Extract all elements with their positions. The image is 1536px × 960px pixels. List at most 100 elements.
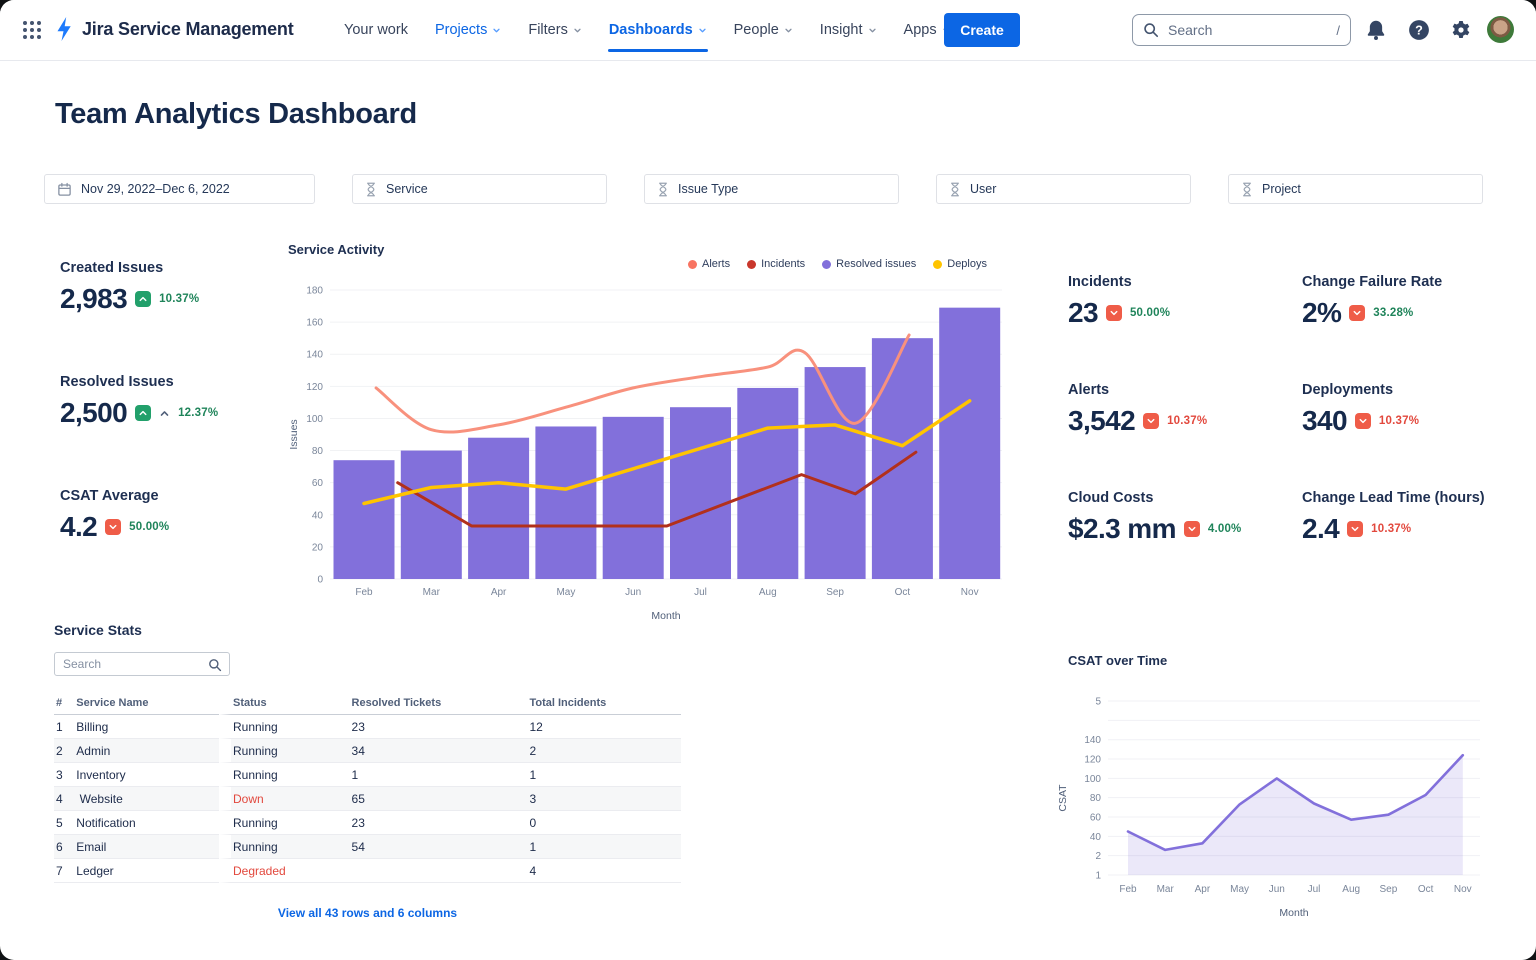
nav-item-dashboards[interactable]: Dashboards xyxy=(607,22,708,52)
column-header-status[interactable]: Status xyxy=(218,694,350,715)
filter-field-nov-29-2022-dec-6-2022[interactable]: Nov 29, 2022–Dec 6, 2022 xyxy=(44,174,315,204)
column-header-service-name[interactable]: Service Name xyxy=(74,694,219,715)
app-switcher-icon[interactable] xyxy=(20,18,44,42)
global-search[interactable]: / xyxy=(1132,14,1351,46)
nav-item-label: Dashboards xyxy=(608,22,693,38)
table-row[interactable]: 7 Ledger Degraded 4 xyxy=(54,859,681,883)
nav-item-projects[interactable]: Projects xyxy=(435,22,501,38)
filter-field-label: Service xyxy=(386,182,428,196)
table-row[interactable]: 2 Admin Running 34 2 xyxy=(54,739,681,763)
table-row[interactable]: 6 Email Running 54 1 xyxy=(54,835,681,859)
column-header-[interactable]: # xyxy=(54,694,75,715)
legend-dot xyxy=(822,259,832,269)
app-title: Jira Service Management xyxy=(82,18,294,39)
chevron-down-icon xyxy=(785,28,792,32)
help-icon[interactable]: ? xyxy=(1408,19,1430,41)
filter-icon xyxy=(365,182,377,197)
grid-dots-icon xyxy=(23,21,41,39)
legend-item-resolved-issues[interactable]: Resolved issues xyxy=(822,258,916,270)
user-avatar[interactable] xyxy=(1487,16,1514,43)
nav-item-your-work[interactable]: Your work xyxy=(344,22,408,38)
kpi-label: Change Lead Time (hours) xyxy=(1302,490,1485,506)
kpi-resolved-issues: Resolved Issues 2,500 12.37% xyxy=(60,372,290,429)
column-header-total-incidents[interactable]: Total Incidents xyxy=(527,694,681,715)
table-row[interactable]: 1 Billing Running 23 12 xyxy=(54,715,681,739)
column-header-resolved-tickets[interactable]: Resolved Tickets xyxy=(349,694,528,715)
notifications-bell-icon[interactable] xyxy=(1365,19,1387,41)
row-index: 3 xyxy=(54,763,75,787)
legend-item-deploys[interactable]: Deploys xyxy=(933,258,987,270)
stats-search-box[interactable] xyxy=(54,652,230,676)
filter-field-issue-type[interactable]: Issue Type xyxy=(644,174,899,204)
chevron-down-icon xyxy=(109,524,117,530)
kpi-value: 2.4 xyxy=(1302,513,1340,544)
filter-field-user[interactable]: User xyxy=(936,174,1191,204)
trend-badge-down xyxy=(1349,305,1366,321)
svg-text:20: 20 xyxy=(312,542,324,553)
service-stats-table: # Service Name Status Resolved Tickets Total… xyxy=(54,694,681,883)
kpi-deployments: Deployments 340 10.37% xyxy=(1302,380,1536,437)
chevron-up-icon xyxy=(159,408,170,419)
svg-text:140: 140 xyxy=(1084,735,1101,746)
nav-item-label: Your work xyxy=(344,22,408,38)
svg-text:80: 80 xyxy=(1090,793,1102,804)
svg-text:Jun: Jun xyxy=(1269,884,1285,895)
kpi-value-row: 2% 33.28% xyxy=(1302,297,1536,329)
svg-text:0: 0 xyxy=(317,575,323,586)
trend-badge-down xyxy=(1347,521,1364,537)
svg-text:Feb: Feb xyxy=(1119,884,1137,895)
svg-text:Apr: Apr xyxy=(491,587,507,598)
svg-text:80: 80 xyxy=(312,446,324,457)
svg-text:Oct: Oct xyxy=(1418,884,1434,895)
resolved-tickets-cell: 23 xyxy=(349,811,528,835)
svg-text:Issues: Issues xyxy=(288,419,300,449)
search-input[interactable] xyxy=(1166,21,1330,39)
kpi-label: Alerts xyxy=(1068,382,1110,398)
nav-item-insight[interactable]: Insight xyxy=(820,22,877,38)
kpi-change-lead-time-hours: Change Lead Time (hours) 2.4 10.37% xyxy=(1302,488,1536,545)
row-index: 1 xyxy=(54,715,75,739)
kpi-value-row: 2.4 10.37% xyxy=(1302,513,1536,545)
kpi-incidents: Incidents 23 50.00% xyxy=(1068,272,1302,329)
chevron-down-icon xyxy=(1188,526,1196,532)
status-cell: Running xyxy=(218,811,350,835)
svg-text:Month: Month xyxy=(1279,907,1308,919)
settings-gear-icon[interactable] xyxy=(1450,19,1472,41)
filter-field-project[interactable]: Project xyxy=(1228,174,1483,204)
table-row[interactable]: 5 Notification Running 23 0 xyxy=(54,811,681,835)
app-logo[interactable]: Jira Service Management xyxy=(52,15,294,43)
service-activity-chart: 0 20 40 60 80 100 120 140 160 180 Feb Mar Apr May Jun J… xyxy=(288,286,1002,622)
nav-item-filters[interactable]: Filters xyxy=(528,22,581,38)
status-cell: Down xyxy=(218,787,350,811)
stats-search-input[interactable] xyxy=(55,653,205,675)
table-row[interactable]: 4 Website Down 65 3 xyxy=(54,787,681,811)
total-incidents-cell: 0 xyxy=(527,811,681,835)
kpi-delta: 10.37% xyxy=(1371,523,1412,535)
view-all-link[interactable]: View all 43 rows and 6 columns xyxy=(277,906,458,920)
svg-text:Sep: Sep xyxy=(826,587,844,598)
resolved-tickets-cell: 1 xyxy=(349,763,528,787)
nav-item-people[interactable]: People xyxy=(734,22,793,38)
page-title: Team Analytics Dashboard xyxy=(55,98,417,130)
create-button[interactable]: Create xyxy=(944,13,1020,47)
chevron-down-icon xyxy=(784,26,793,35)
svg-text:CSAT: CSAT xyxy=(1057,784,1069,812)
legend-item-alerts[interactable]: Alerts xyxy=(688,258,730,270)
filter-field-label: Nov 29, 2022–Dec 6, 2022 xyxy=(81,182,230,196)
csat-over-time-title: CSAT over Time xyxy=(1068,653,1168,668)
kpi-value: 2,983 xyxy=(60,283,128,314)
kpi-value: 2,500 xyxy=(60,397,128,428)
svg-text:Oct: Oct xyxy=(895,587,911,598)
chevron-up-icon xyxy=(139,410,147,416)
kpi-value-row: 2,983 10.37% xyxy=(60,283,290,315)
resolved-tickets-cell: 34 xyxy=(349,739,528,763)
kpi-label: Cloud Costs xyxy=(1068,490,1154,506)
filter-field-service[interactable]: Service xyxy=(352,174,607,204)
table-row[interactable]: 3 Inventory Running 1 1 xyxy=(54,763,681,787)
svg-text:Nov: Nov xyxy=(1454,884,1472,895)
svg-text:Jul: Jul xyxy=(1308,884,1321,895)
trend-badge-down xyxy=(1143,413,1160,429)
legend-item-incidents[interactable]: Incidents xyxy=(747,258,805,270)
filter-icon xyxy=(1241,182,1253,197)
svg-text:Jul: Jul xyxy=(694,587,707,598)
